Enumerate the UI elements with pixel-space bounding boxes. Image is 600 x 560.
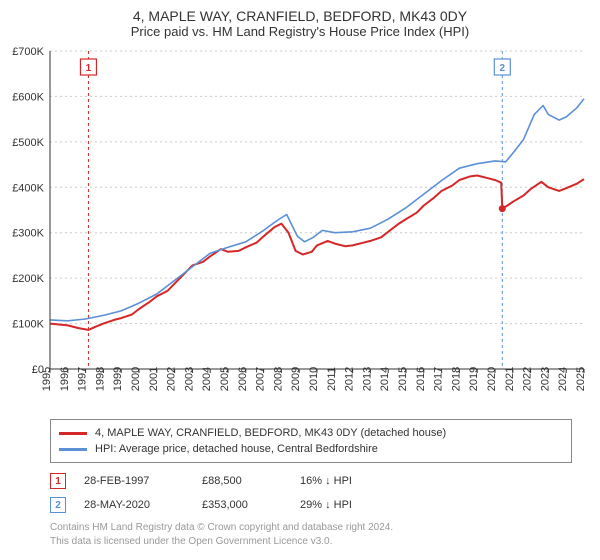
chart-marker-label: 1 bbox=[86, 63, 92, 74]
event-table: 1 28-FEB-1997 £88,500 16% ↓ HPI 2 28-MAY-2020… bbox=[50, 469, 572, 517]
event-diff: 29% ↓ HPI bbox=[300, 499, 400, 511]
y-tick-label: £400K bbox=[12, 182, 44, 194]
legend: 4, MAPLE WAY, CRANFIELD, BEDFORD, MK43 0… bbox=[50, 419, 572, 463]
x-tick-label: 2010 bbox=[308, 367, 320, 391]
event-number-box: 1 bbox=[50, 473, 66, 489]
event-row: 1 28-FEB-1997 £88,500 16% ↓ HPI bbox=[50, 469, 572, 493]
x-tick-label: 1997 bbox=[77, 367, 89, 391]
x-tick-label: 2005 bbox=[219, 367, 231, 391]
page-title: 4, MAPLE WAY, CRANFIELD, BEDFORD, MK43 0… bbox=[0, 0, 600, 24]
x-tick-label: 2008 bbox=[272, 367, 284, 391]
event-price: £88,500 bbox=[202, 475, 282, 487]
legend-item: 4, MAPLE WAY, CRANFIELD, BEDFORD, MK43 0… bbox=[59, 425, 563, 441]
x-tick-label: 2012 bbox=[344, 367, 356, 391]
sale-marker-dot bbox=[499, 205, 506, 212]
x-tick-label: 2014 bbox=[379, 367, 391, 391]
x-tick-label: 2004 bbox=[201, 367, 213, 391]
attribution-line2: This data is licensed under the Open Gov… bbox=[50, 535, 572, 549]
attribution: Contains HM Land Registry data © Crown c… bbox=[50, 521, 572, 548]
event-row: 2 28-MAY-2020 £353,000 29% ↓ HPI bbox=[50, 493, 572, 517]
x-tick-label: 2011 bbox=[326, 367, 338, 391]
x-tick-label: 2001 bbox=[148, 367, 160, 391]
event-date: 28-FEB-1997 bbox=[84, 475, 184, 487]
x-tick-label: 1999 bbox=[112, 367, 124, 391]
legend-label: 4, MAPLE WAY, CRANFIELD, BEDFORD, MK43 0… bbox=[95, 427, 446, 439]
x-tick-label: 2020 bbox=[486, 367, 498, 391]
event-diff: 16% ↓ HPI bbox=[300, 475, 400, 487]
y-tick-label: £600K bbox=[12, 91, 44, 103]
x-tick-label: 1995 bbox=[41, 367, 53, 391]
x-tick-label: 2006 bbox=[237, 367, 249, 391]
x-tick-label: 2009 bbox=[290, 367, 302, 391]
x-tick-label: 2002 bbox=[166, 367, 178, 391]
legend-swatch bbox=[59, 448, 87, 451]
y-tick-label: £300K bbox=[12, 228, 44, 240]
page-subtitle: Price paid vs. HM Land Registry's House … bbox=[0, 24, 600, 45]
y-tick-label: £200K bbox=[12, 273, 44, 285]
x-tick-label: 2018 bbox=[450, 367, 462, 391]
legend-label: HPI: Average price, detached house, Cent… bbox=[95, 443, 378, 455]
event-number-box: 2 bbox=[50, 497, 66, 513]
x-tick-label: 2024 bbox=[557, 367, 569, 391]
y-tick-label: £700K bbox=[12, 46, 44, 58]
attribution-line1: Contains HM Land Registry data © Crown c… bbox=[50, 521, 572, 535]
x-tick-label: 2025 bbox=[575, 367, 587, 391]
legend-swatch bbox=[59, 432, 87, 435]
chart-marker-label: 2 bbox=[500, 63, 506, 74]
x-tick-label: 1996 bbox=[59, 367, 71, 391]
x-tick-label: 2000 bbox=[130, 367, 142, 391]
x-tick-label: 2017 bbox=[433, 367, 445, 391]
x-tick-label: 2019 bbox=[468, 367, 480, 391]
y-tick-label: £100K bbox=[12, 319, 44, 331]
x-tick-label: 2007 bbox=[255, 367, 267, 391]
x-tick-label: 2022 bbox=[522, 367, 534, 391]
x-tick-label: 2015 bbox=[397, 367, 409, 391]
x-tick-label: 1998 bbox=[94, 367, 106, 391]
event-price: £353,000 bbox=[202, 499, 282, 511]
price-chart: £0£100K£200K£300K£400K£500K£600K£700K199… bbox=[0, 45, 600, 415]
x-tick-label: 2016 bbox=[415, 367, 427, 391]
x-tick-label: 2021 bbox=[504, 367, 516, 391]
x-tick-label: 2013 bbox=[361, 367, 373, 391]
event-date: 28-MAY-2020 bbox=[84, 499, 184, 511]
y-tick-label: £500K bbox=[12, 137, 44, 149]
x-tick-label: 2023 bbox=[539, 367, 551, 391]
legend-item: HPI: Average price, detached house, Cent… bbox=[59, 441, 563, 457]
x-tick-label: 2003 bbox=[183, 367, 195, 391]
